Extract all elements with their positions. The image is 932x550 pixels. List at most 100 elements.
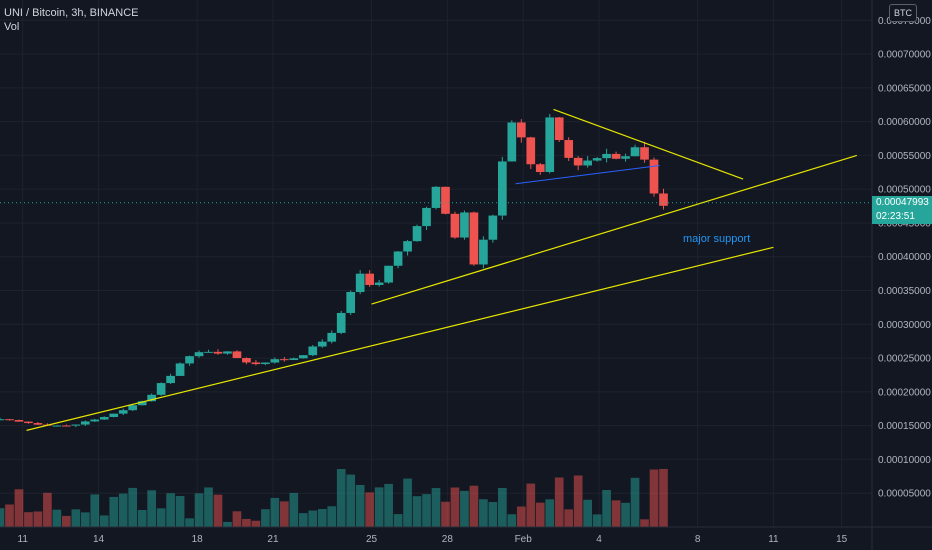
candle-body <box>535 164 545 173</box>
candle-body <box>71 424 81 426</box>
volume-bar <box>99 515 109 527</box>
drawings <box>26 108 858 431</box>
y-tick-label: 0.00045000 <box>878 218 931 229</box>
candle-body <box>592 158 602 161</box>
volume-series <box>0 468 668 527</box>
volume-bar <box>526 483 536 527</box>
candle-body <box>573 157 583 166</box>
candle-body <box>33 423 43 425</box>
candle-body <box>24 421 33 424</box>
trendline-descending-resistance <box>553 108 744 180</box>
y-tick-label: 0.00030000 <box>878 320 931 331</box>
x-tick-label: 15 <box>836 534 848 545</box>
symbol-title[interactable]: UNI / Bitcoin, 3h, BINANCE <box>4 7 139 19</box>
candle-body <box>242 358 251 363</box>
candle-body <box>156 383 166 395</box>
candle-body <box>526 137 536 165</box>
volume-bar <box>516 506 526 527</box>
volume-bar <box>14 489 24 527</box>
candle-body <box>137 401 147 406</box>
candle-body <box>251 362 261 365</box>
candle-body <box>498 161 507 216</box>
candle-body <box>99 416 109 420</box>
candle-body <box>602 153 611 159</box>
volume-bar <box>204 487 213 527</box>
candle-body <box>621 156 630 159</box>
candle-body <box>128 405 138 411</box>
volume-label[interactable]: Vol <box>4 21 20 33</box>
volume-bar <box>223 521 232 527</box>
candle-body <box>412 226 422 242</box>
candle-body <box>488 215 498 240</box>
volume-bar <box>374 487 384 527</box>
price-axis[interactable]: 0.000750000.000700000.000650000.00060000… <box>871 0 931 550</box>
y-tick-label: 0.00060000 <box>878 117 931 128</box>
volume-bar <box>52 509 62 527</box>
volume-bar <box>441 501 450 527</box>
volume-bar <box>118 493 128 527</box>
volume-bar <box>479 499 488 527</box>
volume-bar <box>422 494 431 527</box>
x-tick-label: 21 <box>267 534 279 545</box>
volume-bar <box>166 493 175 527</box>
x-tick-label: 11 <box>768 534 779 545</box>
volume-bar <box>137 509 147 527</box>
volume-bar <box>460 490 469 527</box>
candle-body <box>317 341 327 347</box>
volume-bar <box>498 487 507 527</box>
legend: UNI / Bitcoin, 3h, BINANCE Vol <box>4 6 139 34</box>
candle-body <box>232 351 242 359</box>
volume-bar <box>592 514 602 527</box>
candle-body <box>261 362 270 365</box>
candle-body <box>441 186 450 214</box>
currency-button[interactable]: BTC <box>889 4 917 22</box>
candle-body <box>355 273 365 292</box>
volume-bar <box>317 508 327 527</box>
x-tick-label: 8 <box>695 534 701 545</box>
y-tick-label: 0.00025000 <box>878 354 931 365</box>
volume-bar <box>156 508 166 527</box>
x-tick-label: 4 <box>596 534 602 545</box>
candle-body <box>422 207 431 227</box>
volume-bar <box>431 488 441 527</box>
volume-bar <box>109 496 119 527</box>
trendline-upper-support <box>371 154 858 305</box>
candle-body <box>393 251 403 266</box>
candle-body <box>460 212 469 238</box>
y-tick-label: 0.00055000 <box>878 151 931 162</box>
volume-bar <box>242 518 251 527</box>
candle-body <box>166 375 175 384</box>
candle-body <box>62 425 71 427</box>
candle-body <box>374 282 384 285</box>
volume-bar <box>507 514 517 527</box>
volume-bar <box>365 492 374 527</box>
volume-bar <box>621 502 630 527</box>
y-tick-label: 0.00015000 <box>878 421 931 432</box>
volume-bar <box>488 502 498 527</box>
volume-bar <box>147 490 156 527</box>
candle-body <box>336 312 346 333</box>
candle-body <box>611 153 621 159</box>
candle-body <box>516 122 526 138</box>
candle-body <box>185 356 194 364</box>
volume-bar <box>62 515 71 527</box>
support-annotation[interactable]: major support <box>683 233 750 245</box>
volume-bar <box>128 487 138 527</box>
candle-body <box>431 186 441 208</box>
volume-bar <box>24 512 33 527</box>
time-axis[interactable]: 11 14 18 21 25 28 Feb 4 8 11 15 <box>0 526 932 545</box>
candle-body <box>554 117 564 141</box>
volume-bar <box>403 478 412 527</box>
volume-bar <box>355 484 365 527</box>
y-tick-label: 0.00065000 <box>878 83 931 94</box>
candle-body <box>346 291 356 313</box>
volume-bar <box>630 477 640 527</box>
price-series <box>0 114 668 428</box>
candle-body <box>630 147 640 157</box>
candle-body <box>118 410 128 414</box>
trendline-lower-support <box>26 246 774 431</box>
volume-bar <box>393 514 403 527</box>
candle-body <box>204 351 213 353</box>
candle-body <box>450 213 460 238</box>
